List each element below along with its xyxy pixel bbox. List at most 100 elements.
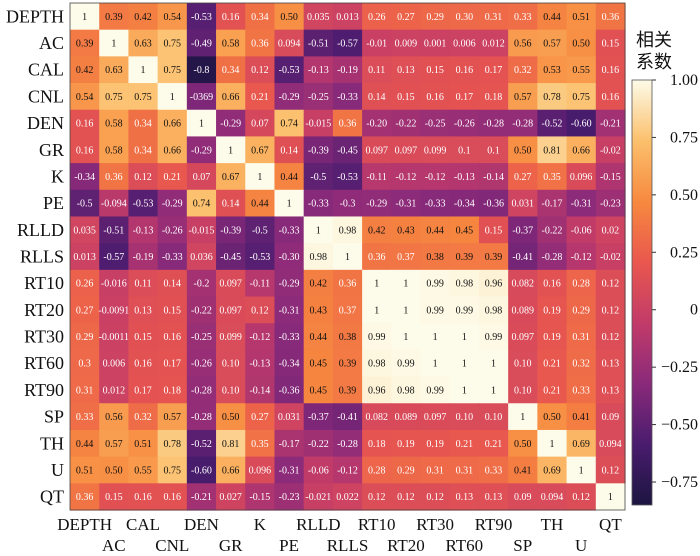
cell-value-label: -0.13 [454, 172, 475, 183]
heatmap-cell [391, 269, 422, 298]
cell-value-label: 0.012 [482, 39, 505, 50]
heatmap-cell [391, 376, 422, 404]
heatmap-cell [303, 136, 334, 164]
heatmap-cell [157, 109, 188, 138]
cell-value-label: 0.78 [163, 439, 181, 450]
heatmap-cell [566, 429, 597, 458]
heatmap-cell [566, 3, 597, 31]
cell-value-label: 0.43 [397, 225, 415, 236]
heatmap-cell [566, 296, 597, 324]
cell-value-label: 0.022 [336, 492, 359, 503]
cell-value-label: -0.33 [162, 252, 183, 263]
heatmap-cell [537, 296, 568, 324]
heatmap-cell [566, 456, 597, 484]
heatmap-cell [566, 56, 597, 84]
cell-value-label: 0.097 [424, 412, 447, 423]
heatmap-cell [537, 3, 568, 31]
cell-value-label: 0.57 [514, 92, 532, 103]
cell-value-label: 0.14 [368, 92, 386, 103]
cell-value-label: -0.34 [454, 199, 475, 210]
cell-value-label: -0.36 [483, 199, 504, 210]
cell-value-label: -0.53 [337, 172, 358, 183]
cell-value-label: 0.12 [251, 305, 269, 316]
cell-value-label: 0.33 [485, 465, 503, 476]
cell-value-label: -0.28 [191, 385, 212, 396]
cell-value-label: 0.26 [76, 279, 94, 290]
heatmap-cell [157, 216, 188, 244]
cell-value-label: 0.13 [134, 305, 152, 316]
cell-value-label: 0.67 [222, 172, 240, 183]
cell-value-label: -0.016 [101, 279, 127, 290]
cell-value-label: 0.57 [163, 412, 181, 423]
cell-value-label: 0.29 [572, 305, 590, 316]
cell-value-label: -0.29 [162, 199, 183, 210]
cell-value-label: 0.75 [163, 65, 181, 76]
heatmap-cell [420, 483, 451, 511]
colorbar-tick-label: 1.00 [670, 72, 698, 89]
cell-value-label: 0.99 [426, 279, 444, 290]
cell-value-label: 1 [433, 332, 438, 343]
cell-value-label: -0.31 [279, 305, 300, 316]
cell-value-label: 0.58 [105, 119, 123, 130]
heatmap-cell [362, 483, 392, 511]
heatmap-cell [362, 163, 392, 191]
heatmap-cell [157, 189, 188, 218]
cell-value-label: -0.36 [279, 385, 300, 396]
cell-value-label: 0.10 [456, 412, 474, 423]
cell-value-label: 0.36 [339, 119, 357, 130]
cell-value-label: 0.58 [105, 145, 123, 156]
heatmap-cell [99, 189, 130, 218]
row-label-ac: AC [39, 33, 64, 53]
cell-value-label: 0.29 [76, 332, 94, 343]
cell-value-label: -0.25 [425, 119, 446, 130]
heatmap-cell [537, 83, 568, 111]
cell-value-label: 0.10 [222, 359, 240, 370]
heatmap-cell [274, 189, 305, 218]
heatmap-cell [362, 136, 392, 164]
heatmap-cell [537, 269, 568, 298]
heatmap-cell [274, 456, 305, 484]
heatmap-cell [70, 29, 100, 57]
heatmap-cell [99, 163, 130, 191]
heatmap-cell [332, 456, 363, 484]
column-label-den: DEN [184, 515, 219, 534]
cell-value-label: -0.5 [252, 225, 268, 236]
heatmap-cell [478, 109, 509, 138]
heatmap-cell [332, 29, 363, 57]
heatmap-cell [70, 429, 100, 458]
cell-value-label: 0.031 [512, 199, 535, 210]
heatmap-cell [332, 83, 363, 111]
cell-value-label: 1 [170, 92, 175, 103]
cell-value-label: 0.36 [105, 172, 123, 183]
heatmap-cell [128, 163, 159, 191]
heatmap-cell [332, 243, 363, 271]
heatmap-cell [420, 376, 451, 404]
cell-value-label: 0.39 [339, 359, 357, 370]
heatmap-cell [70, 376, 100, 404]
cell-value-label: -0.0091 [98, 305, 129, 316]
heatmap-cell [216, 29, 246, 57]
heatmap-cell [595, 3, 626, 31]
cell-value-label: 0.15 [485, 225, 503, 236]
heatmap-cell [303, 109, 334, 138]
cell-value-label: 0.12 [397, 492, 415, 503]
heatmap-cell [157, 163, 188, 191]
colorbar-tick-label: 0.25 [670, 244, 698, 261]
column-label-pe: PE [279, 536, 299, 555]
cell-value-label: 0.21 [456, 439, 474, 450]
heatmap-cell [478, 349, 509, 378]
heatmap-cell [70, 56, 100, 84]
cell-value-label: 0.27 [397, 12, 415, 23]
heatmap-cell [70, 456, 100, 484]
heatmap-cell [449, 216, 480, 244]
heatmap-cell [508, 269, 538, 298]
cell-value-label: 0.089 [395, 412, 418, 423]
cell-value-label: 0.51 [572, 12, 590, 23]
heatmap-cell [478, 3, 509, 31]
cell-value-label: 0.21 [543, 385, 561, 396]
heatmap-cell [420, 189, 451, 218]
heatmap-cell [216, 56, 246, 84]
cell-value-label: -0.12 [249, 332, 270, 343]
heatmap-cell [274, 243, 305, 271]
heatmap-cell [128, 109, 159, 138]
